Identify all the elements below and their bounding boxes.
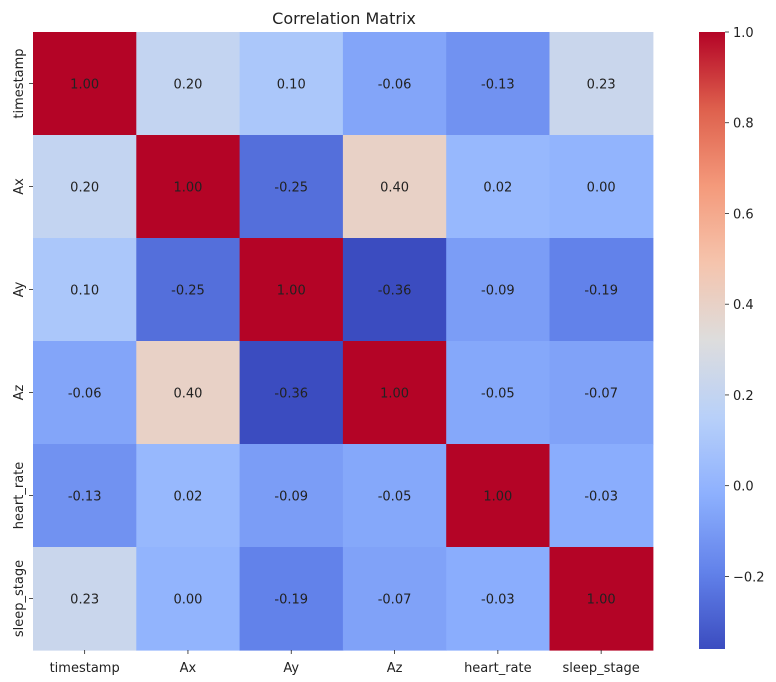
y-tick-labels: timestamp Ax Ay Az heart_rate sleep_stage bbox=[12, 48, 33, 637]
cell-value-label: 0.10 bbox=[70, 284, 99, 299]
cell-value-label: -0.06 bbox=[378, 78, 412, 93]
colorbar-tick-label: −0.2 bbox=[733, 570, 765, 585]
heatmap-cell bbox=[446, 341, 551, 445]
heatmap-cell bbox=[342, 135, 447, 239]
cell-value-label: -0.13 bbox=[68, 490, 102, 505]
cell-value-label: 0.00 bbox=[173, 593, 202, 608]
cell-value-label: 1.00 bbox=[173, 181, 202, 196]
y-tick-label: timestamp bbox=[12, 48, 27, 118]
heatmap-cell bbox=[549, 444, 654, 548]
cell-value-label: -0.07 bbox=[378, 593, 412, 608]
cell-value-label: 0.00 bbox=[587, 181, 616, 196]
cell-value-label: -0.36 bbox=[378, 284, 412, 299]
x-tick-label: sleep_stage bbox=[563, 661, 640, 676]
cell-value-label: 1.00 bbox=[70, 78, 99, 93]
heatmap-cell bbox=[549, 32, 654, 136]
cell-value-label: -0.09 bbox=[274, 490, 308, 505]
heatmap-cell bbox=[446, 135, 551, 239]
cell-value-label: -0.07 bbox=[584, 387, 618, 402]
heatmap-cell bbox=[33, 547, 137, 651]
heatmap-cell bbox=[33, 32, 137, 136]
cell-value-label: 0.23 bbox=[70, 593, 99, 608]
colorbar-tick-label: 0.6 bbox=[733, 207, 754, 222]
y-tick-label: Ay bbox=[12, 281, 27, 297]
colorbar-tick-label: 1.0 bbox=[733, 26, 754, 41]
cell-value-label: 0.02 bbox=[483, 181, 512, 196]
cell-value-label: -0.05 bbox=[378, 490, 412, 505]
cell-value-label: -0.06 bbox=[68, 387, 102, 402]
heatmap-cell bbox=[136, 341, 241, 445]
x-tick-label: heart_rate bbox=[464, 661, 532, 676]
cell-value-label: 0.02 bbox=[173, 490, 202, 505]
cell-value-label: -0.36 bbox=[274, 387, 308, 402]
cell-value-label: -0.25 bbox=[274, 181, 308, 196]
cell-value-label: 1.00 bbox=[483, 490, 512, 505]
cell-value-label: 0.40 bbox=[380, 181, 409, 196]
x-tick-labels: timestamp Ax Ay Az heart_rate sleep_stage bbox=[50, 650, 640, 676]
heatmap-cell bbox=[549, 341, 654, 445]
heatmap-cell bbox=[549, 547, 654, 651]
heatmap-cells: 1.00 0.20 0.10 -0.06 -0.13 0.23 0.20 1.00 -0.25 0… bbox=[33, 32, 654, 651]
colorbar-ticks: −0.2 0.0 0.2 0.4 0.6 0.8 1.0 bbox=[725, 26, 765, 585]
colorbar bbox=[699, 32, 725, 649]
x-tick-label: timestamp bbox=[50, 661, 120, 676]
heatmap-cell bbox=[136, 238, 241, 342]
chart-title: Correlation Matrix bbox=[272, 9, 416, 28]
y-tick-label: Ax bbox=[12, 178, 27, 195]
heatmap-cell bbox=[342, 341, 447, 445]
heatmap-cell bbox=[446, 238, 551, 342]
x-tick-label: Ax bbox=[180, 661, 197, 676]
colorbar-tick-label: 0.0 bbox=[733, 480, 754, 495]
y-tick-label: heart_rate bbox=[12, 462, 27, 530]
cell-value-label: 0.40 bbox=[173, 387, 202, 402]
cell-value-label: 0.20 bbox=[70, 181, 99, 196]
heatmap-cell bbox=[446, 547, 551, 651]
heatmap-cell bbox=[239, 135, 344, 239]
cell-value-label: -0.09 bbox=[481, 284, 515, 299]
heatmap-cell bbox=[33, 341, 137, 445]
heatmap-cell bbox=[33, 135, 137, 239]
cell-value-label: -0.13 bbox=[481, 78, 515, 93]
y-tick-label: sleep_stage bbox=[12, 560, 27, 637]
heatmap-cell bbox=[136, 547, 241, 651]
colorbar-tick-label: 0.2 bbox=[733, 389, 754, 404]
x-tick-label: Ay bbox=[283, 661, 299, 676]
cell-value-label: 1.00 bbox=[587, 593, 616, 608]
cell-value-label: 1.00 bbox=[380, 387, 409, 402]
heatmap-cell bbox=[342, 238, 447, 342]
heatmap-cell bbox=[342, 32, 447, 136]
cell-value-label: -0.19 bbox=[584, 284, 618, 299]
heatmap-cell bbox=[239, 32, 344, 136]
cell-value-label: -0.03 bbox=[481, 593, 515, 608]
heatmap-cell bbox=[342, 547, 447, 651]
heatmap-cell bbox=[33, 238, 137, 342]
cell-value-label: -0.03 bbox=[584, 490, 618, 505]
cell-value-label: -0.05 bbox=[481, 387, 515, 402]
heatmap-cell bbox=[136, 32, 241, 136]
heatmap-cell bbox=[33, 444, 137, 548]
cell-value-label: -0.25 bbox=[171, 284, 205, 299]
cell-value-label: -0.19 bbox=[274, 593, 308, 608]
x-tick-label: Az bbox=[387, 661, 403, 676]
heatmap-cell bbox=[446, 32, 551, 136]
heatmap-cell bbox=[136, 135, 241, 239]
heatmap-cell bbox=[446, 444, 551, 548]
colorbar-tick-label: 0.8 bbox=[733, 117, 754, 132]
heatmap-cell bbox=[549, 135, 654, 239]
heatmap-cell bbox=[549, 238, 654, 342]
heatmap-cell bbox=[342, 444, 447, 548]
heatmap-cell bbox=[239, 341, 344, 445]
y-tick-label: Az bbox=[12, 384, 27, 400]
cell-value-label: 0.10 bbox=[277, 78, 306, 93]
cell-value-label: 1.00 bbox=[277, 284, 306, 299]
cell-value-label: 0.20 bbox=[173, 78, 202, 93]
heatmap-cell bbox=[239, 547, 344, 651]
heatmap-cell bbox=[239, 444, 344, 548]
colorbar-tick-label: 0.4 bbox=[733, 298, 754, 313]
heatmap-cell bbox=[239, 238, 344, 342]
heatmap-cell bbox=[136, 444, 241, 548]
cell-value-label: 0.23 bbox=[587, 78, 616, 93]
